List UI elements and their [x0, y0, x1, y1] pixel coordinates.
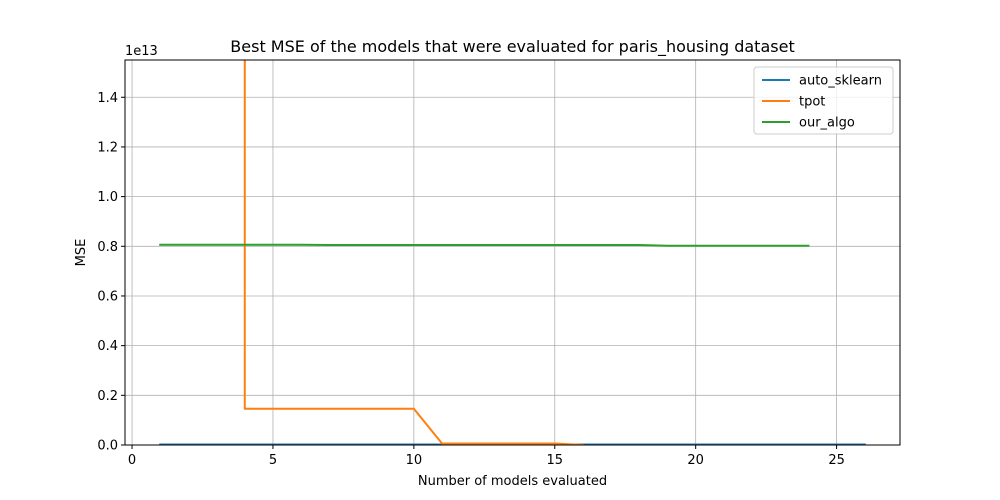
y-tick-label: 0.8 [97, 240, 118, 255]
chart-title: Best MSE of the models that were evaluat… [230, 37, 794, 57]
series-line-our-algo [159, 243, 810, 247]
x-tick-label: 10 [406, 453, 423, 468]
legend-label-our-algo: our_algo [799, 116, 855, 131]
y-tick-label: 0.6 [97, 289, 118, 304]
series-line-tpot [243, 60, 585, 445]
x-tick-label: 15 [546, 453, 563, 468]
y-tick-label: 1.2 [97, 140, 118, 155]
y-axis-label: MSE [74, 239, 89, 267]
y-tick-label: 0.0 [97, 439, 118, 454]
y-tick-label: 1.4 [97, 91, 118, 106]
x-tick-label: 0 [128, 453, 136, 468]
x-axis-ticks: 0 5 10 15 20 25 [128, 445, 845, 468]
x-axis-label: Number of models evaluated [418, 474, 607, 489]
y-tick-label: 0.4 [97, 339, 118, 354]
y-tick-label: 1.0 [97, 190, 118, 205]
y-tick-label: 0.2 [97, 389, 118, 404]
legend-label-auto-sklearn: auto_sklearn [799, 74, 882, 89]
x-tick-label: 25 [828, 453, 845, 468]
x-tick-label: 20 [687, 453, 704, 468]
legend-box [753, 66, 894, 135]
y-axis-ticks: 0.0 0.2 0.4 0.6 0.8 1.0 1.2 1.4 [97, 91, 125, 454]
y-offset-label: 1e13 [125, 44, 158, 59]
plot-area-frame [124, 59, 901, 446]
x-tick-label: 5 [269, 453, 277, 468]
legend-label-tpot: tpot [799, 95, 825, 110]
